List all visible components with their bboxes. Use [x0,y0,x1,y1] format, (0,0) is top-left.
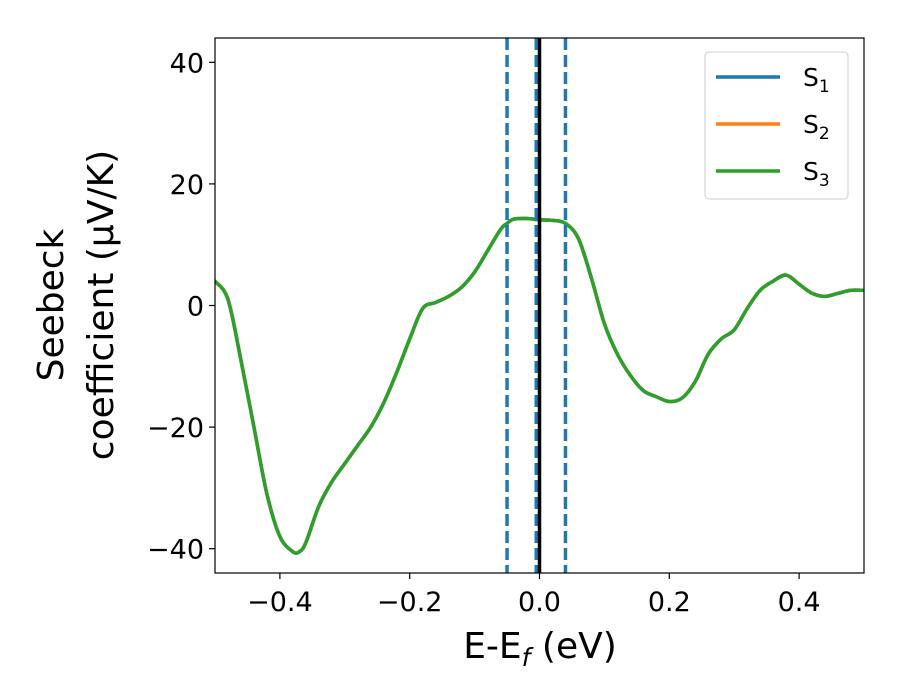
x-tick-label: 0.4 [778,587,821,618]
x-tick-label: −0.2 [377,587,443,618]
series-line-s3 [215,216,864,555]
x-axis: −0.4 −0.2 0.0 0.2 0.4 [247,573,821,618]
legend-label-s2: S2 [803,110,830,144]
legend-label-s3: S3 [803,157,830,191]
y-tick-label: 20 [170,170,204,201]
x-tick-label: −0.4 [247,587,313,618]
y-axis-title-line1: Seebeck [31,228,72,381]
legend-label-s1: S1 [803,63,830,97]
y-tick-label: 0 [187,292,204,323]
x-axis-title: E-Ef (eV) [463,626,617,672]
x-tick-label: 0.0 [518,587,561,618]
y-axis-title: Seebeck coefficient (μV/K) [31,150,122,460]
legend: S1 S2 S3 [704,51,849,200]
y-axis: −40 −20 0 20 40 [147,48,215,566]
x-tick-label: 0.2 [648,587,691,618]
y-tick-label: −20 [147,413,204,444]
y-tick-label: −40 [147,535,204,566]
y-axis-title-line2: coefficient (μV/K) [81,150,122,460]
plot-area [215,38,864,573]
y-tick-label: 40 [170,48,204,79]
